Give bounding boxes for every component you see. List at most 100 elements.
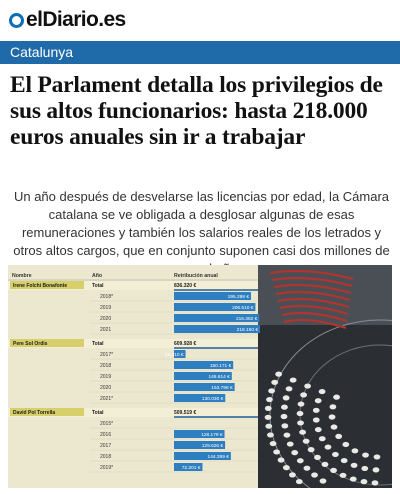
salary-bar: [174, 372, 232, 380]
article-headline: El Parlament detalla los privilegios de …: [10, 72, 383, 150]
chamber-seat: [271, 379, 279, 385]
chamber-seat: [281, 423, 289, 429]
chamber-seat: [296, 458, 304, 464]
chamber-seat: [283, 432, 291, 438]
person-total-label: Total: [92, 283, 104, 289]
chamber-seat: [289, 472, 296, 478]
chamber-seat: [268, 388, 276, 394]
salary-bar-label: 150.171 €: [210, 363, 232, 369]
article-lead: Un año después de desvelarse las licenci…: [13, 189, 390, 276]
column-header-name: Nombre: [12, 273, 32, 279]
salary-bar-label: 130.030 €: [202, 396, 224, 402]
chamber-seat: [373, 454, 381, 460]
chamber-seat: [264, 405, 272, 411]
salary-bar-label: 29.310 €: [165, 352, 184, 358]
row-year: 2020: [100, 385, 111, 391]
salary-bar: [174, 394, 226, 402]
chamber-seat: [277, 457, 285, 463]
person-name: Pere Sol Ordis: [13, 341, 48, 347]
section-link-catalunya[interactable]: Catalunya: [10, 44, 74, 60]
logo-text: elDiario.es: [26, 8, 126, 31]
chamber-bench: [283, 318, 347, 330]
chamber-ring: [269, 319, 392, 488]
chamber-seat: [291, 450, 299, 456]
chamber-seat: [265, 423, 273, 429]
salary-bar-label: 216.362 €: [236, 316, 258, 322]
chamber-seat: [312, 417, 320, 423]
article-figure: Nombre Año Retribución anual Irene Folchi B…: [8, 265, 392, 488]
chamber-seat: [269, 440, 277, 447]
site-logo[interactable]: elDiario.es: [9, 8, 126, 32]
chamber-bench: [271, 276, 353, 288]
chamber-seat: [312, 407, 320, 413]
chamber-seat: [307, 447, 315, 453]
salary-bar: [174, 383, 235, 391]
chamber-seat: [314, 426, 322, 433]
column-header-year: Año: [92, 273, 102, 279]
chamber-seat: [275, 371, 283, 377]
chamber-seat: [372, 467, 380, 473]
chamber-seat: [349, 476, 357, 482]
chamber-seat: [303, 465, 311, 471]
row-year: 2018: [100, 363, 111, 369]
person-total-row: [8, 408, 258, 417]
salary-bar: [174, 463, 203, 471]
chamber-seat: [361, 465, 369, 472]
person-total-value: 509.519 €: [174, 410, 196, 416]
chamber-seat: [297, 401, 305, 407]
row-year: 2020: [100, 316, 111, 322]
row-year: 2018: [100, 454, 111, 460]
person-total-value: 609.928 €: [174, 341, 196, 347]
person-total-label: Total: [92, 410, 104, 416]
salary-bar: [174, 292, 251, 300]
row-year: 2015*: [100, 421, 113, 427]
row-year: 2021*: [100, 396, 113, 402]
chamber-seat: [286, 441, 294, 447]
salary-bar: [174, 361, 234, 369]
chamber-seat: [328, 414, 336, 420]
chamber-seat: [329, 404, 337, 410]
person-total-label: Total: [92, 341, 104, 347]
salary-bar: [174, 452, 231, 460]
salary-bar-label: 153.796 €: [211, 385, 233, 391]
salary-bar-label: 195.298 €: [228, 294, 250, 300]
column-header-pay: Retribución anual: [174, 273, 218, 279]
chamber-seat: [330, 467, 337, 473]
section-bar: Catalunya: [0, 41, 400, 64]
chamber-seat: [335, 433, 343, 439]
salary-bar: [174, 325, 260, 333]
salary-bar-label: 218.150 €: [237, 327, 259, 333]
salary-bar-label: 129.626 €: [202, 443, 224, 449]
chamber-seat: [264, 414, 272, 420]
chamber-seat: [371, 480, 379, 486]
chamber-seat: [321, 461, 329, 467]
chamber-seat: [302, 438, 310, 444]
row-year: 2019*: [100, 465, 113, 471]
chamber-bench: [279, 304, 349, 316]
site-header: elDiario.es: [0, 0, 400, 40]
chamber-bench: [281, 311, 348, 323]
chamber-seat: [351, 448, 359, 454]
chamber-seat: [295, 478, 303, 485]
person-total-row: [8, 339, 258, 348]
chamber-seat: [304, 383, 312, 389]
row-year: 2018*: [100, 294, 113, 300]
chamber-seat: [289, 377, 297, 383]
salary-bar: [174, 303, 256, 311]
chamber-bench: [275, 290, 351, 302]
salary-bar-label: 128.179 €: [201, 432, 223, 438]
chamber-seat: [360, 479, 368, 485]
chamber-bench: [273, 283, 352, 295]
chamber-seat: [314, 454, 321, 460]
salary-bar: [174, 441, 226, 449]
chamber-seat: [319, 478, 327, 484]
chamber-seat: [318, 388, 326, 395]
chamber-seat: [299, 429, 307, 435]
chamber-seat: [267, 432, 274, 438]
row-year: 2016: [100, 432, 111, 438]
chamber-seat: [266, 396, 273, 403]
person-name: Irene Folchi Bonafonte: [13, 283, 67, 289]
row-year: 2021: [100, 327, 111, 333]
chamber-seat: [297, 420, 304, 426]
chamber-bench: [269, 269, 354, 281]
